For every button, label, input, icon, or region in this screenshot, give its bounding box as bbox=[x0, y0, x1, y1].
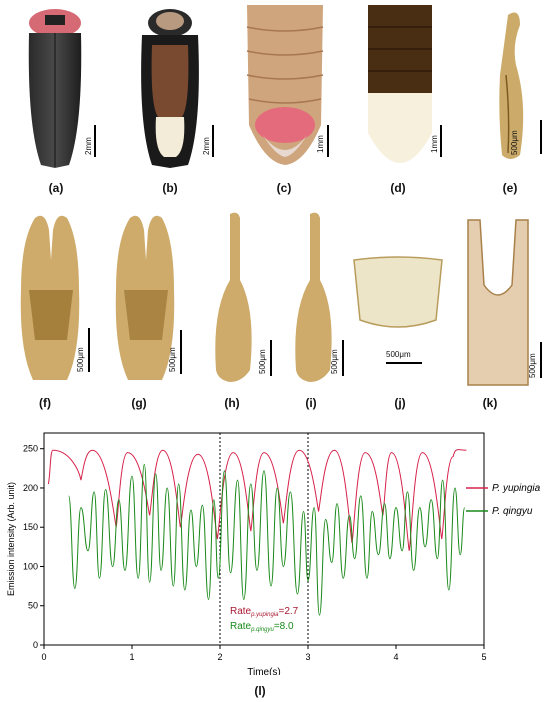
photo-g-aedeagus-dorsal bbox=[115, 215, 175, 380]
x-tick-label: 3 bbox=[305, 652, 310, 662]
y-tick-label: 100 bbox=[23, 561, 38, 571]
photo-h-phallus bbox=[215, 212, 252, 382]
photo-c-abdomen-light-organ bbox=[246, 5, 324, 165]
scalebar-d bbox=[440, 125, 442, 157]
y-tick-label: 200 bbox=[23, 483, 38, 493]
scale-label-b: 2mm bbox=[202, 137, 211, 155]
scalebar-h bbox=[270, 340, 272, 376]
y-tick-label: 0 bbox=[33, 640, 38, 650]
y-tick-label: 250 bbox=[23, 444, 38, 454]
photo-k-pygidium bbox=[467, 219, 529, 386]
scalebar-i bbox=[342, 340, 344, 376]
panel-label-l: (l) bbox=[254, 684, 266, 698]
scalebar-c bbox=[327, 125, 329, 157]
panel-label-g: (g) bbox=[131, 396, 147, 410]
panel-label-e: (e) bbox=[502, 181, 518, 195]
series-line-p-qingyu bbox=[68, 463, 466, 616]
scale-label-j: 500μm bbox=[386, 350, 411, 359]
scalebar-a bbox=[94, 125, 96, 157]
scalebar-g bbox=[180, 330, 182, 374]
x-tick-label: 0 bbox=[41, 652, 46, 662]
scalebar-j bbox=[386, 362, 422, 364]
photo-f-aedeagus-ventral bbox=[20, 215, 80, 380]
scale-label-f: 500μm bbox=[76, 347, 85, 372]
y-axis-label: Emission intensity (Arb. unit) bbox=[6, 482, 16, 596]
photo-i-phallus bbox=[295, 212, 332, 382]
panel-label-d: (d) bbox=[390, 181, 406, 195]
rate-annotation-yupingia: Ratep.yupingia=2.7 bbox=[230, 606, 299, 618]
photo-j-sternite bbox=[353, 256, 443, 328]
rate-annotation-qingyu: Ratep.qingyu=8.0 bbox=[230, 621, 294, 633]
x-tick-label: 4 bbox=[393, 652, 398, 662]
x-tick-label: 1 bbox=[129, 652, 134, 662]
legend-label-p-yupingia: P. yupingia bbox=[492, 483, 541, 494]
y-tick-label: 150 bbox=[23, 522, 38, 532]
scale-label-g: 500μm bbox=[168, 347, 177, 372]
photo-b-ventral-view bbox=[141, 9, 199, 168]
photo-d-abdomen-dorsal bbox=[368, 5, 432, 163]
panel-label-f: (f) bbox=[39, 396, 51, 410]
plot-frame bbox=[43, 432, 485, 646]
scale-label-h: 500μm bbox=[258, 349, 267, 374]
photo-a-dorsal-view bbox=[28, 9, 82, 168]
scalebar-e bbox=[540, 120, 542, 154]
scalebar-k bbox=[540, 342, 542, 378]
panel-label-i: (i) bbox=[305, 396, 317, 410]
photo-e-aedeagus-lateral bbox=[499, 12, 524, 159]
scale-label-i: 500μm bbox=[330, 349, 339, 374]
x-tick-label: 5 bbox=[481, 652, 486, 662]
scalebar-f bbox=[88, 328, 90, 372]
panel-label-j: (j) bbox=[394, 396, 406, 410]
x-axis-label: Time(s) bbox=[247, 667, 281, 675]
scale-label-d: 1mm bbox=[430, 135, 439, 153]
y-tick-label: 50 bbox=[28, 601, 38, 611]
scale-label-a: 2mm bbox=[84, 137, 93, 155]
scale-label-k: 500μm bbox=[528, 353, 537, 378]
panel-label-k: (k) bbox=[482, 396, 498, 410]
scale-label-e: 500μm bbox=[510, 130, 519, 155]
panel-label-c: (c) bbox=[276, 181, 292, 195]
x-tick-label: 2 bbox=[217, 652, 222, 662]
panel-label-h: (h) bbox=[224, 396, 240, 410]
panel-label-a: (a) bbox=[48, 181, 64, 195]
legend-label-p-qingyu: P. qingyu bbox=[492, 506, 533, 517]
scale-label-c: 1mm bbox=[316, 135, 325, 153]
scalebar-b bbox=[212, 125, 214, 157]
series-line-p-yupingia bbox=[47, 449, 467, 551]
panel-label-b: (b) bbox=[162, 181, 178, 195]
